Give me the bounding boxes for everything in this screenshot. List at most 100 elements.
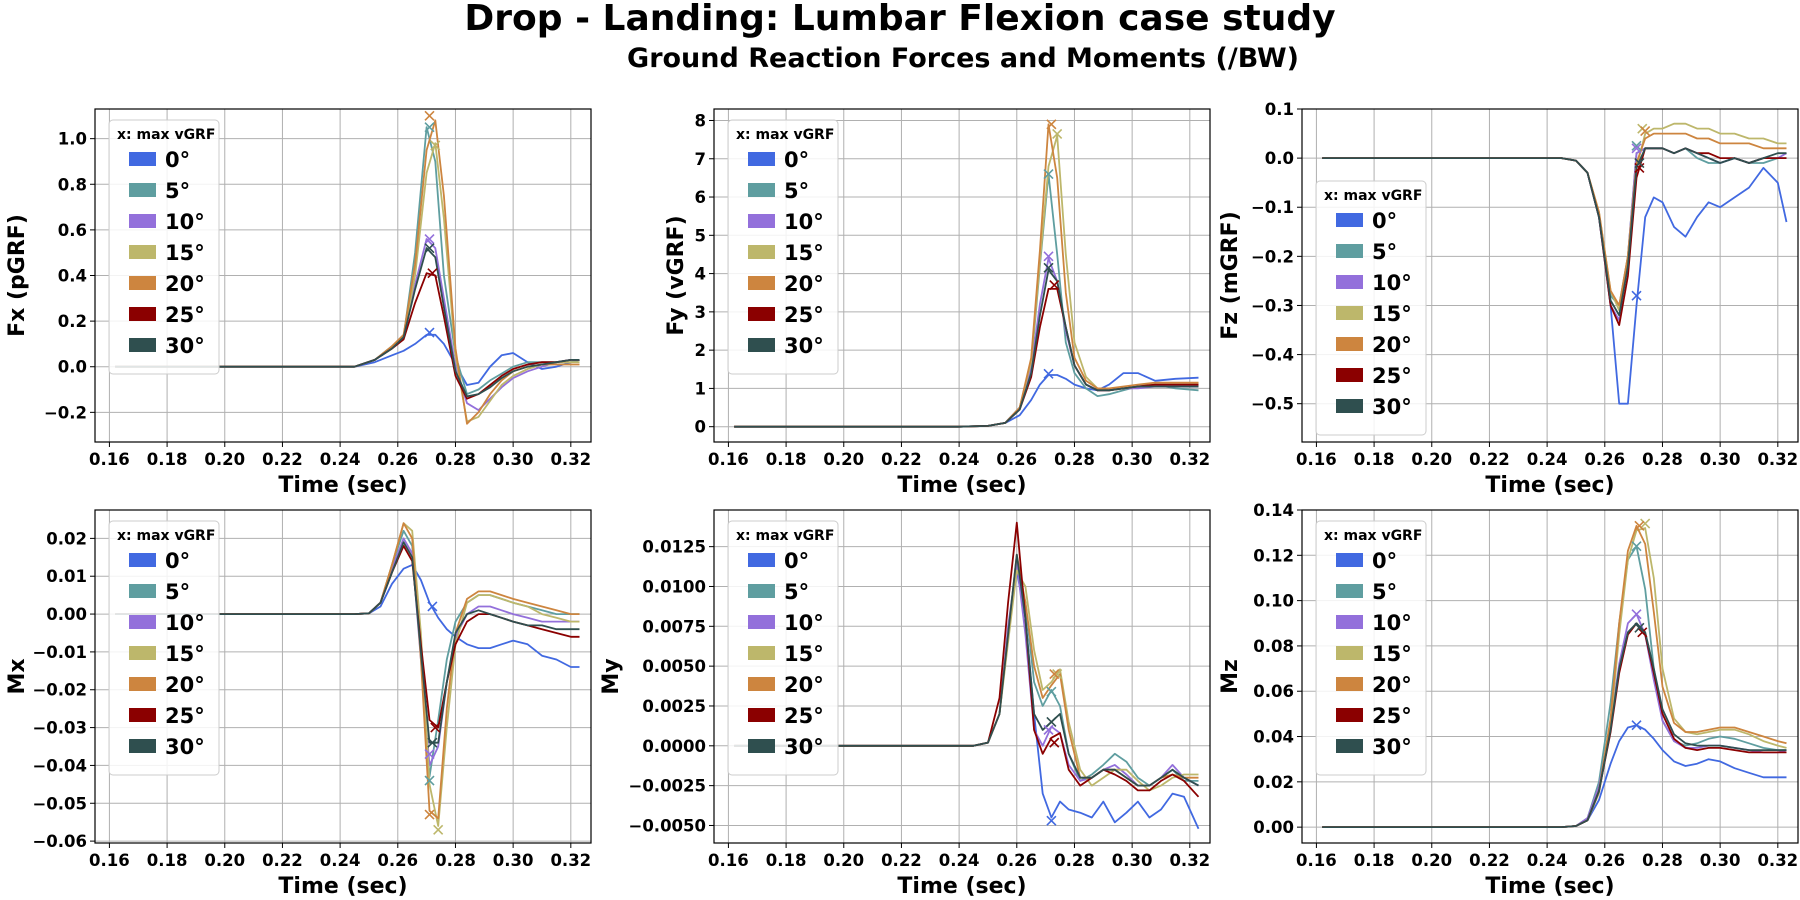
x-tick-label: 0.20 [204, 450, 245, 469]
legend-swatch-6 [748, 739, 775, 753]
legend-swatch-4 [129, 276, 156, 290]
max-vgrf-marker-2 [424, 749, 435, 760]
y-tick-label: −0.05 [32, 794, 87, 813]
subplot-4: 0.16 0.18 0.20 0.22 0.24 0.26 0.28 0.30 0.32 −0.0… [5, 509, 592, 899]
y-tick-label: −0.0050 [629, 816, 707, 835]
series-group [734, 521, 1200, 830]
legend-swatch-2 [748, 615, 775, 629]
x-tick-label: 0.22 [881, 450, 922, 469]
x-tick-label: 0.32 [1757, 450, 1798, 469]
legend-entry-5: 25° [165, 704, 205, 728]
max-vgrf-marker-1 [424, 122, 435, 133]
y-tick-label: −0.5 [1251, 395, 1294, 414]
legend: x: max vGRF 0° 5° 10° 15° 20° 25° 30° [108, 520, 220, 776]
legend-swatch-3 [129, 646, 156, 660]
subplot-6: 0.16 0.18 0.20 0.22 0.24 0.26 0.28 0.30 0.32 0.00… [1218, 501, 1799, 899]
legend-entry-4: 20° [165, 673, 205, 697]
legend-entry-4: 20° [784, 272, 824, 296]
legend-swatch-0 [1336, 213, 1363, 227]
legend-entry-6: 30° [784, 735, 824, 759]
legend-title: x: max vGRF [117, 528, 215, 544]
plot-frame [713, 108, 1211, 443]
legend-swatch-1 [748, 183, 775, 197]
y-tick-label: 0.0075 [642, 617, 706, 636]
legend-swatch-4 [748, 276, 775, 290]
y-tick-label: −0.4 [1251, 346, 1294, 365]
legend-entry-1: 5° [1372, 240, 1397, 264]
y-tick-label: 0.0125 [642, 538, 706, 557]
max-vgrf-marker-1 [1631, 541, 1642, 552]
y-axis-label: Mz [1218, 659, 1243, 694]
y-tick-label: −0.06 [32, 832, 87, 851]
legend-entry-1: 5° [784, 179, 809, 203]
legend-entry-3: 15° [165, 642, 205, 666]
x-tick-label: 0.16 [89, 450, 130, 469]
legend: x: max vGRF 0° 5° 10° 15° 20° 25° 30° [108, 119, 220, 375]
legend-entry-6: 30° [1372, 735, 1412, 759]
legend-entry-4: 20° [1372, 673, 1412, 697]
subplot-1: 0.16 0.18 0.20 0.22 0.24 0.26 0.28 0.30 0.32 −0.2… [5, 108, 592, 498]
legend-entry-0: 0° [1372, 209, 1397, 233]
legend-entry-4: 20° [165, 272, 205, 296]
x-tick-label: 0.18 [1354, 851, 1395, 870]
plot-frame [1301, 509, 1799, 844]
legend-entry-2: 10° [1372, 271, 1412, 295]
legend-entry-4: 20° [1372, 333, 1412, 357]
legend-swatch-4 [129, 677, 156, 691]
x-tick-label: 0.32 [1169, 851, 1210, 870]
x-axis-label: Time (sec) [897, 473, 1026, 498]
legend-swatch-0 [129, 553, 156, 567]
y-tick-label: 0.02 [46, 529, 87, 548]
y-tick-label: 0.1 [1265, 100, 1294, 119]
legend-entry-5: 25° [784, 303, 824, 327]
max-vgrf-marker-0 [1631, 290, 1642, 301]
y-axis-label: Fx (pGRF) [5, 214, 30, 337]
x-tick-label: 0.18 [1354, 450, 1395, 469]
max-vgrf-marker-0 [1631, 720, 1642, 731]
legend-swatch-4 [1336, 337, 1363, 351]
x-tick-label: 0.28 [1642, 450, 1683, 469]
legend-entry-1: 5° [165, 580, 190, 604]
legend: x: max vGRF 0° 5° 10° 15° 20° 25° 30° [727, 119, 839, 375]
series-line-0 [1322, 724, 1787, 828]
y-tick-label: −0.0025 [629, 777, 707, 796]
legend-swatch-0 [748, 553, 775, 567]
y-tick-label: 1 [695, 379, 706, 398]
x-tick-label: 0.28 [435, 851, 476, 870]
subplot-5: 0.16 0.18 0.20 0.22 0.24 0.26 0.28 0.30 0.32 −0.0… [599, 509, 1211, 899]
x-tick-label: 0.26 [996, 851, 1037, 870]
series-group [1322, 518, 1787, 828]
x-tick-label: 0.22 [262, 851, 303, 870]
max-vgrf-marker-4 [424, 809, 435, 820]
x-tick-label: 0.24 [1527, 851, 1568, 870]
x-tick-label: 0.20 [1411, 851, 1452, 870]
legend-swatch-6 [748, 338, 775, 352]
y-tick-label: 0.0100 [642, 577, 706, 596]
legend-entry-1: 5° [165, 179, 190, 203]
x-tick-label: 0.22 [1469, 851, 1510, 870]
x-axis-label: Time (sec) [1485, 874, 1614, 899]
legend-entry-3: 15° [1372, 642, 1412, 666]
x-tick-label: 0.20 [1411, 450, 1452, 469]
x-tick-label: 0.30 [1700, 851, 1741, 870]
x-tick-label: 0.28 [435, 450, 476, 469]
y-tick-label: 2 [695, 341, 706, 360]
max-vgrf-marker-2 [424, 233, 435, 245]
y-tick-label: −0.1 [1251, 198, 1294, 217]
plot-frame [1301, 108, 1799, 443]
y-axis-label: Fz (mGRF) [1218, 211, 1243, 340]
legend-swatch-2 [1336, 275, 1363, 289]
max-vgrf-marker-6 [1634, 157, 1645, 169]
series-group [1322, 122, 1788, 405]
y-tick-label: 0.0 [58, 358, 87, 377]
x-tick-label: 0.32 [550, 450, 591, 469]
legend-swatch-2 [1336, 615, 1363, 629]
x-tick-label: 0.28 [1054, 851, 1095, 870]
legend-entry-2: 10° [784, 611, 824, 635]
x-axis-label: Time (sec) [1485, 473, 1614, 498]
plot-frame [713, 509, 1211, 844]
y-tick-label: −0.2 [1251, 247, 1294, 266]
max-vgrf-marker-5 [1049, 280, 1060, 291]
legend-title: x: max vGRF [1324, 528, 1422, 544]
